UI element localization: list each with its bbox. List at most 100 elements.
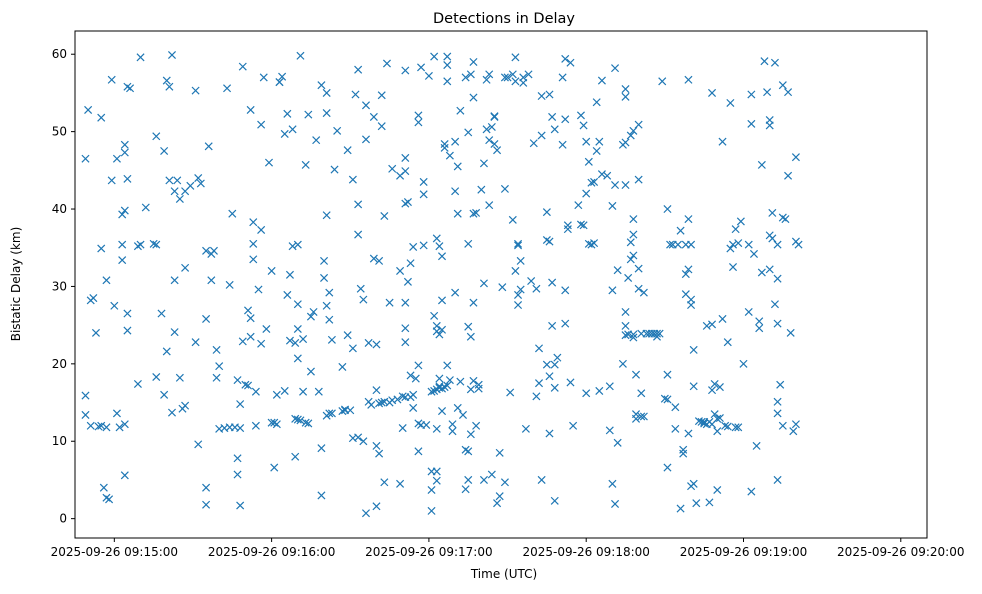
data-point <box>663 205 672 214</box>
data-point <box>118 210 127 219</box>
data-point <box>710 410 719 419</box>
data-point <box>351 90 360 99</box>
data-point <box>396 266 405 275</box>
data-point <box>597 170 606 179</box>
data-point <box>338 362 347 371</box>
data-point <box>343 146 352 155</box>
data-point <box>322 301 331 310</box>
y-tick-label: 10 <box>52 434 67 448</box>
data-point <box>493 146 502 155</box>
data-point <box>611 64 620 73</box>
data-point <box>456 377 465 386</box>
data-point <box>304 110 313 119</box>
data-point <box>542 208 551 217</box>
data-point <box>175 194 184 203</box>
data-point <box>773 319 782 328</box>
data-point <box>123 82 132 91</box>
data-point <box>726 98 735 108</box>
data-point <box>671 424 680 433</box>
data-point <box>495 448 504 457</box>
data-point <box>676 504 685 513</box>
data-point <box>773 240 782 249</box>
data-point <box>249 239 258 248</box>
data-point <box>563 225 572 234</box>
data-point <box>325 315 334 324</box>
data-point <box>251 387 260 396</box>
data-point <box>689 345 698 354</box>
data-point <box>500 478 509 487</box>
data-point <box>576 111 585 120</box>
data-point <box>81 410 90 419</box>
data-point <box>107 176 116 185</box>
data-point <box>778 421 787 430</box>
data-point <box>417 63 426 72</box>
data-point <box>191 86 200 95</box>
data-point <box>579 221 588 230</box>
data-point <box>490 112 499 121</box>
data-point <box>388 164 397 173</box>
data-point <box>453 162 462 171</box>
data-point <box>689 479 698 488</box>
data-point <box>778 81 787 90</box>
data-point <box>482 75 491 84</box>
data-point <box>542 360 551 369</box>
data-point <box>322 109 331 118</box>
data-point <box>469 209 478 218</box>
data-point <box>464 128 473 137</box>
data-point <box>755 317 764 326</box>
data-point <box>89 294 98 303</box>
data-point <box>611 181 620 190</box>
y-tick-label: 50 <box>52 125 67 139</box>
data-point <box>673 240 682 249</box>
data-point <box>545 429 554 438</box>
data-point <box>524 70 533 79</box>
data-point <box>744 307 753 317</box>
data-point <box>233 454 242 463</box>
data-point <box>354 230 363 239</box>
data-point <box>262 324 271 334</box>
data-point <box>784 171 793 180</box>
data-point <box>760 57 769 66</box>
data-point <box>621 92 630 101</box>
data-point <box>322 211 331 220</box>
data-point <box>770 58 779 67</box>
data-point <box>542 235 551 245</box>
x-axis: 2025-09-26 09:15:00 2025-09-26 09:16:00 20… <box>51 538 965 559</box>
data-point <box>207 276 216 285</box>
data-point <box>186 181 195 190</box>
data-point <box>414 419 423 428</box>
data-point <box>120 206 129 215</box>
data-point <box>377 398 386 407</box>
data-point <box>419 190 428 199</box>
data-point <box>123 174 132 183</box>
data-point <box>317 81 326 90</box>
data-point <box>621 181 630 190</box>
data-point <box>440 143 449 152</box>
data-point <box>254 285 263 294</box>
data-point <box>511 53 520 62</box>
data-point <box>503 73 512 82</box>
points-layer <box>81 50 803 518</box>
data-point <box>120 140 129 149</box>
data-point <box>170 187 179 196</box>
data-point <box>133 242 142 251</box>
data-point <box>453 209 462 218</box>
data-point <box>354 65 363 74</box>
data-point <box>448 427 457 436</box>
data-point <box>359 437 368 446</box>
data-point <box>162 347 171 356</box>
data-point <box>537 91 546 101</box>
data-point <box>414 361 423 370</box>
data-point <box>81 391 90 400</box>
data-point <box>123 326 132 335</box>
data-point <box>312 136 321 145</box>
data-point <box>514 241 523 250</box>
data-point <box>508 70 517 79</box>
y-tick-label: 20 <box>52 357 67 371</box>
x-tick-label: 2025-09-26 09:16:00 <box>208 545 335 559</box>
data-point <box>236 501 245 510</box>
data-point <box>663 463 672 472</box>
data-point <box>320 273 329 282</box>
data-point <box>634 284 643 293</box>
